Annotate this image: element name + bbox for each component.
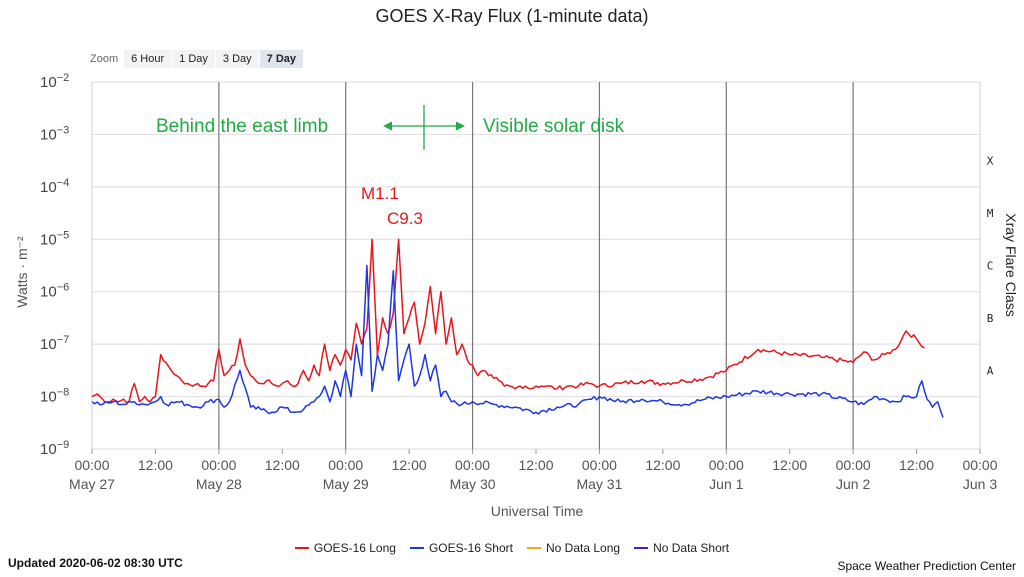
legend-label: GOES-16 Short — [428, 541, 513, 555]
x-tick-time-label: 00:00 — [74, 457, 109, 473]
x-tick-time-label: 00:00 — [962, 457, 997, 473]
plot-frame — [91, 81, 981, 450]
x-tick-date-label: May 31 — [576, 476, 622, 492]
x-tick-time-label: 00:00 — [582, 457, 617, 473]
flare-class-label: C — [987, 260, 994, 273]
x-tick-date-label: May 30 — [450, 476, 496, 492]
zoom-label: Zoom — [90, 53, 119, 65]
chart-legend: GOES-16 Long GOES-16 Short No Data Long … — [0, 541, 1024, 555]
y-tick-label: 10−2 — [40, 72, 69, 91]
flare-class-axis: X M C B A — [987, 155, 994, 378]
flare-label-c9-3: C9.3 — [387, 209, 423, 228]
x-tick-time-label: 00:00 — [328, 457, 363, 473]
x-tick-date-label: May 29 — [323, 476, 369, 492]
legend-swatch — [527, 547, 541, 549]
x-axis-title: Universal Time — [491, 503, 584, 519]
flare-class-label: A — [987, 364, 994, 377]
y-tick-label: 10−8 — [40, 387, 69, 406]
x-tick-time-label: 00:00 — [709, 457, 744, 473]
legend-item-no-data-long[interactable]: No Data Long — [527, 541, 620, 555]
legend-item-no-data-short[interactable]: No Data Short — [634, 541, 729, 555]
x-tick-time-label: 12:00 — [772, 457, 807, 473]
x-tick-time-label: 12:00 — [265, 457, 300, 473]
flare-class-label: B — [987, 312, 994, 325]
series-line-goes-16-short — [91, 264, 944, 418]
y-tick-label: 10−7 — [40, 334, 69, 353]
annotation-behind-east-limb: Behind the east limb — [156, 116, 328, 137]
zoom-bar: Zoom 6 Hour 1 Day 3 Day 7 Day — [90, 49, 304, 69]
x-tick-time-label: 00:00 — [455, 457, 490, 473]
x-tick-date-label: May 27 — [69, 476, 115, 492]
x-tick-date-label: Jun 1 — [709, 476, 743, 492]
annotation-visible-solar-disk: Visible solar disk — [483, 116, 625, 137]
y-tick-label: 10−3 — [40, 124, 69, 143]
x-axis: 00:00 May 27 12:00 00:00 May 28 12:00 00:00 May… — [69, 449, 998, 492]
y-tick-label: 10−9 — [40, 439, 69, 458]
x-tick-time-label: 00:00 — [201, 457, 236, 473]
legend-label: No Data Short — [653, 541, 730, 555]
legend-item-goes16-short[interactable]: GOES-16 Short — [409, 541, 513, 555]
y-axis: 10−2 10−3 10−4 10−5 10−6 10−7 10−8 10−9 — [40, 72, 69, 458]
chart-title: GOES X-Ray Flux (1-minute data) — [375, 6, 649, 26]
limb-arrow — [383, 105, 465, 150]
legend-label: No Data Long — [546, 541, 621, 555]
legend-swatch — [634, 547, 649, 549]
zoom-6-hour-button[interactable]: 6 Hour — [124, 50, 172, 68]
flare-class-label: M — [987, 207, 994, 220]
y-axis-title: Watts · m⁻² — [14, 236, 30, 308]
x-tick-time-label: 12:00 — [899, 457, 934, 473]
x-tick-time-label: 12:00 — [645, 457, 680, 473]
series-line-goes-16-long — [91, 238, 925, 404]
credit-text: Space Weather Prediction Center — [837, 559, 1016, 573]
plot-grid — [91, 81, 981, 450]
zoom-3-day-button[interactable]: 3 Day — [215, 50, 259, 68]
legend-swatch — [409, 547, 424, 549]
x-tick-time-label: 12:00 — [518, 457, 553, 473]
y-tick-label: 10−4 — [40, 177, 69, 196]
flare-label-m1-1: M1.1 — [361, 184, 399, 203]
flare-class-label: X — [987, 155, 994, 168]
zoom-1-day-button[interactable]: 1 Day — [172, 50, 215, 68]
legend-swatch — [294, 547, 309, 549]
x-tick-date-label: Jun 2 — [836, 476, 870, 492]
x-tick-time-label: 12:00 — [138, 457, 173, 473]
flare-class-axis-title: Xray Flare Class — [1003, 213, 1019, 316]
updated-timestamp: Updated 2020-06-02 08:30 UTC — [8, 556, 183, 570]
x-tick-date-label: May 28 — [196, 476, 242, 492]
y-tick-label: 10−6 — [40, 282, 69, 301]
x-tick-time-label: 12:00 — [392, 457, 427, 473]
x-tick-date-label: Jun 3 — [963, 476, 997, 492]
x-tick-time-label: 00:00 — [836, 457, 871, 473]
legend-item-goes16-long[interactable]: GOES-16 Long — [294, 541, 396, 555]
legend-label: GOES-16 Long — [313, 541, 396, 555]
zoom-7-day-button[interactable]: 7 Day — [259, 50, 304, 68]
series-layer — [91, 238, 944, 418]
y-tick-label: 10−5 — [40, 229, 69, 248]
